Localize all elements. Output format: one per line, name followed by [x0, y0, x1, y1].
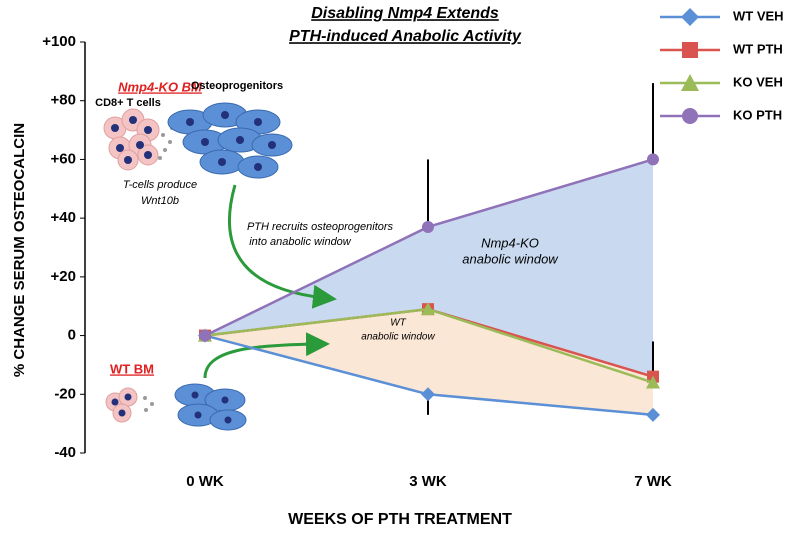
- annotation: T-cells produce: [123, 179, 197, 191]
- x-tick-label: 7 WK: [634, 473, 672, 490]
- y-tick-label: +80: [51, 92, 76, 109]
- marker: [646, 375, 660, 389]
- chart-title: PTH-induced Anabolic Activity: [289, 28, 522, 45]
- annotation: WT: [390, 318, 406, 329]
- annotation: CD8+ T cells: [95, 97, 161, 109]
- area: [205, 159, 653, 377]
- y-tick-label: +60: [51, 150, 76, 167]
- y-tick-label: +40: [51, 209, 76, 226]
- annotation: WT BM: [110, 361, 154, 376]
- marker: [647, 153, 659, 166]
- y-axis-label: % CHANGE SERUM OSTEOCALCIN: [11, 123, 28, 377]
- annotation: anabolic window: [361, 332, 435, 343]
- annotation: into anabolic window: [249, 236, 352, 248]
- legend-marker: [681, 8, 699, 26]
- marker: [199, 329, 211, 342]
- legend-label: KO VEH: [733, 74, 783, 89]
- cell-illustration: [103, 102, 293, 431]
- legend-label: KO PTH: [733, 107, 782, 122]
- arrow: [203, 332, 330, 379]
- marker: [421, 387, 435, 402]
- y-tick-label: -20: [54, 385, 76, 402]
- legend-label: WT VEH: [733, 8, 784, 23]
- legend-label: WT PTH: [733, 41, 783, 56]
- legend-marker: [681, 74, 699, 91]
- marker: [646, 407, 660, 422]
- annotation: Wnt10b: [141, 195, 179, 207]
- marker: [422, 220, 434, 233]
- x-tick-label: 3 WK: [409, 473, 447, 490]
- marker: [421, 302, 435, 316]
- annotation: PTH recruits osteoprogenitors: [247, 221, 394, 233]
- annotation: Osteoprogenitors: [191, 80, 283, 92]
- x-axis-label: WEEKS OF PTH TREATMENT: [288, 511, 512, 528]
- y-tick-label: +100: [42, 33, 76, 50]
- x-tick-label: 0 WK: [186, 473, 224, 490]
- legend-marker: [682, 42, 698, 58]
- y-tick-label: +20: [51, 268, 76, 285]
- legend-marker: [682, 108, 698, 124]
- arrow: [227, 184, 337, 309]
- annotation: Nmp4-KO: [481, 235, 539, 250]
- y-tick-label: -40: [54, 444, 76, 461]
- annotation: anabolic window: [462, 251, 559, 266]
- y-tick-label: 0: [68, 327, 76, 344]
- chart-title: Disabling Nmp4 Extends: [311, 5, 499, 22]
- annotation: Nmp4-KO BM: [118, 79, 203, 94]
